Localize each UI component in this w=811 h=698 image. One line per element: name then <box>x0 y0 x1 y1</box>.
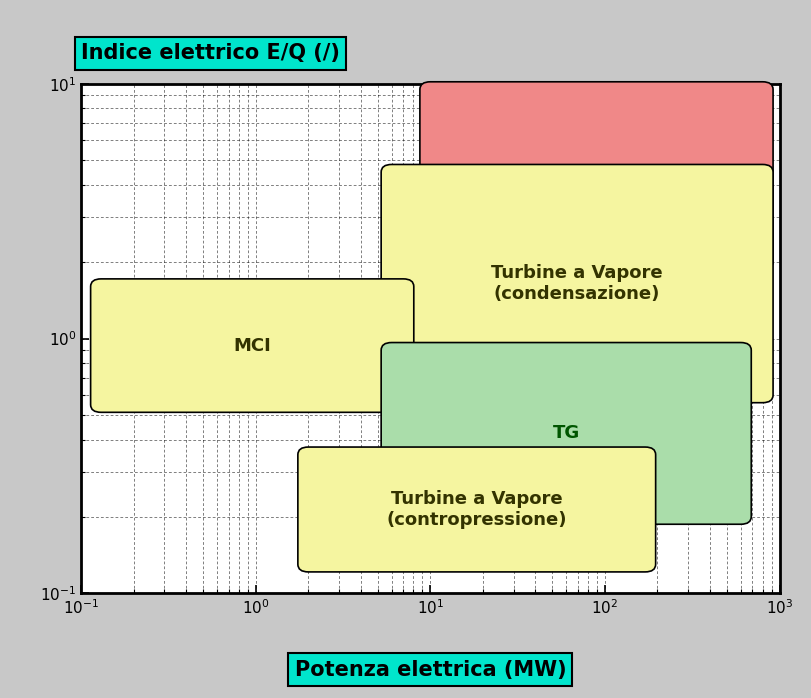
Text: MCI: MCI <box>233 336 271 355</box>
FancyBboxPatch shape <box>380 343 750 524</box>
FancyBboxPatch shape <box>380 165 772 403</box>
Text: TG: TG <box>552 424 579 443</box>
FancyBboxPatch shape <box>91 279 414 413</box>
Text: Potenza elettrica (MW): Potenza elettrica (MW) <box>294 660 565 680</box>
FancyBboxPatch shape <box>419 82 772 269</box>
Text: Cicli combinati: Cicli combinati <box>521 167 670 185</box>
Text: Turbine a Vapore
(condensazione): Turbine a Vapore (condensazione) <box>491 264 662 303</box>
Text: Indice elettrico E/Q (/): Indice elettrico E/Q (/) <box>81 43 340 64</box>
Text: Turbine a Vapore
(contropressione): Turbine a Vapore (contropressione) <box>386 490 566 529</box>
FancyBboxPatch shape <box>298 447 654 572</box>
